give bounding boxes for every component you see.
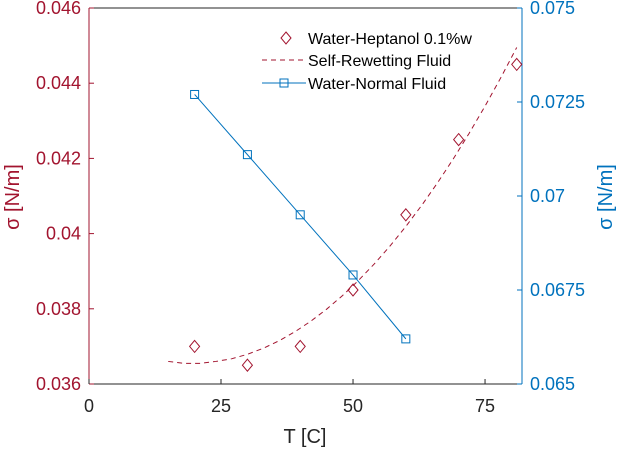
left-y-axis-label: σ [N/m] <box>2 164 24 230</box>
right-y-tick-label: 0.065 <box>530 374 575 394</box>
self-rewetting-fit-line <box>168 47 518 364</box>
water-normal-square-point <box>401 334 411 344</box>
left-y-tick-label: 0.044 <box>36 73 81 93</box>
x-tick-label: 50 <box>343 396 363 416</box>
x-ticks: 0 25 50 75 <box>84 379 495 416</box>
water-heptanol-diamond-point <box>400 208 412 222</box>
right-y-tick-label: 0.0675 <box>530 280 585 300</box>
legend-label-water-heptanol: Water-Heptanol 0.1%w <box>308 31 472 48</box>
right-y-axis-label: σ [N/m] <box>595 164 617 230</box>
right-y-tick-label: 0.0725 <box>530 92 585 112</box>
water-heptanol-diamond-point <box>294 339 306 354</box>
diamond-marker-icon <box>280 31 292 45</box>
water-heptanol-diamond-point <box>452 132 465 147</box>
legend-entry-water-heptanol: Water-Heptanol 0.1%w <box>280 31 472 48</box>
water-normal-square-point <box>348 270 358 280</box>
legend: Water-Heptanol 0.1%w Self-Rewetting Flui… <box>262 31 472 93</box>
legend-entry-self-rewetting: Self-Rewetting Fluid <box>262 53 451 70</box>
left-y-tick-label: 0.042 <box>36 148 81 168</box>
water-heptanol-diamond-point <box>241 358 254 372</box>
left-y-tick-label: 0.038 <box>36 299 81 319</box>
right-y-ticks: 0.065 0.0675 0.07 0.0725 0.075 <box>517 0 585 394</box>
x-tick-label: 25 <box>211 396 231 416</box>
right-y-tick-label: 0.075 <box>530 0 575 18</box>
water-heptanol-diamond-point <box>511 57 523 72</box>
x-axis-label: T [C] <box>284 426 327 448</box>
legend-label-self-rewetting: Self-Rewetting Fluid <box>308 53 451 70</box>
left-y-tick-label: 0.036 <box>36 374 81 394</box>
water-heptanol-diamond-point <box>347 283 359 297</box>
water-normal-square-point <box>242 150 252 160</box>
water-normal-square-point <box>190 89 200 99</box>
left-y-tick-label: 0.04 <box>46 224 81 244</box>
square-marker-icon <box>279 78 289 88</box>
left-y-ticks: 0.036 0.038 0.04 0.042 0.044 0.046 <box>36 0 94 394</box>
x-tick-label: 0 <box>84 396 94 416</box>
right-y-tick-label: 0.07 <box>530 186 565 206</box>
legend-label-water-normal: Water-Normal Fluid <box>308 76 446 93</box>
legend-entry-water-normal: Water-Normal Fluid <box>262 76 446 93</box>
water-heptanol-diamond-point <box>188 339 201 354</box>
x-tick-label: 75 <box>475 396 495 416</box>
water-normal-square-point <box>295 210 305 220</box>
left-y-tick-label: 0.046 <box>36 0 81 18</box>
water-normal-line <box>194 94 407 340</box>
series-layer <box>168 47 523 372</box>
